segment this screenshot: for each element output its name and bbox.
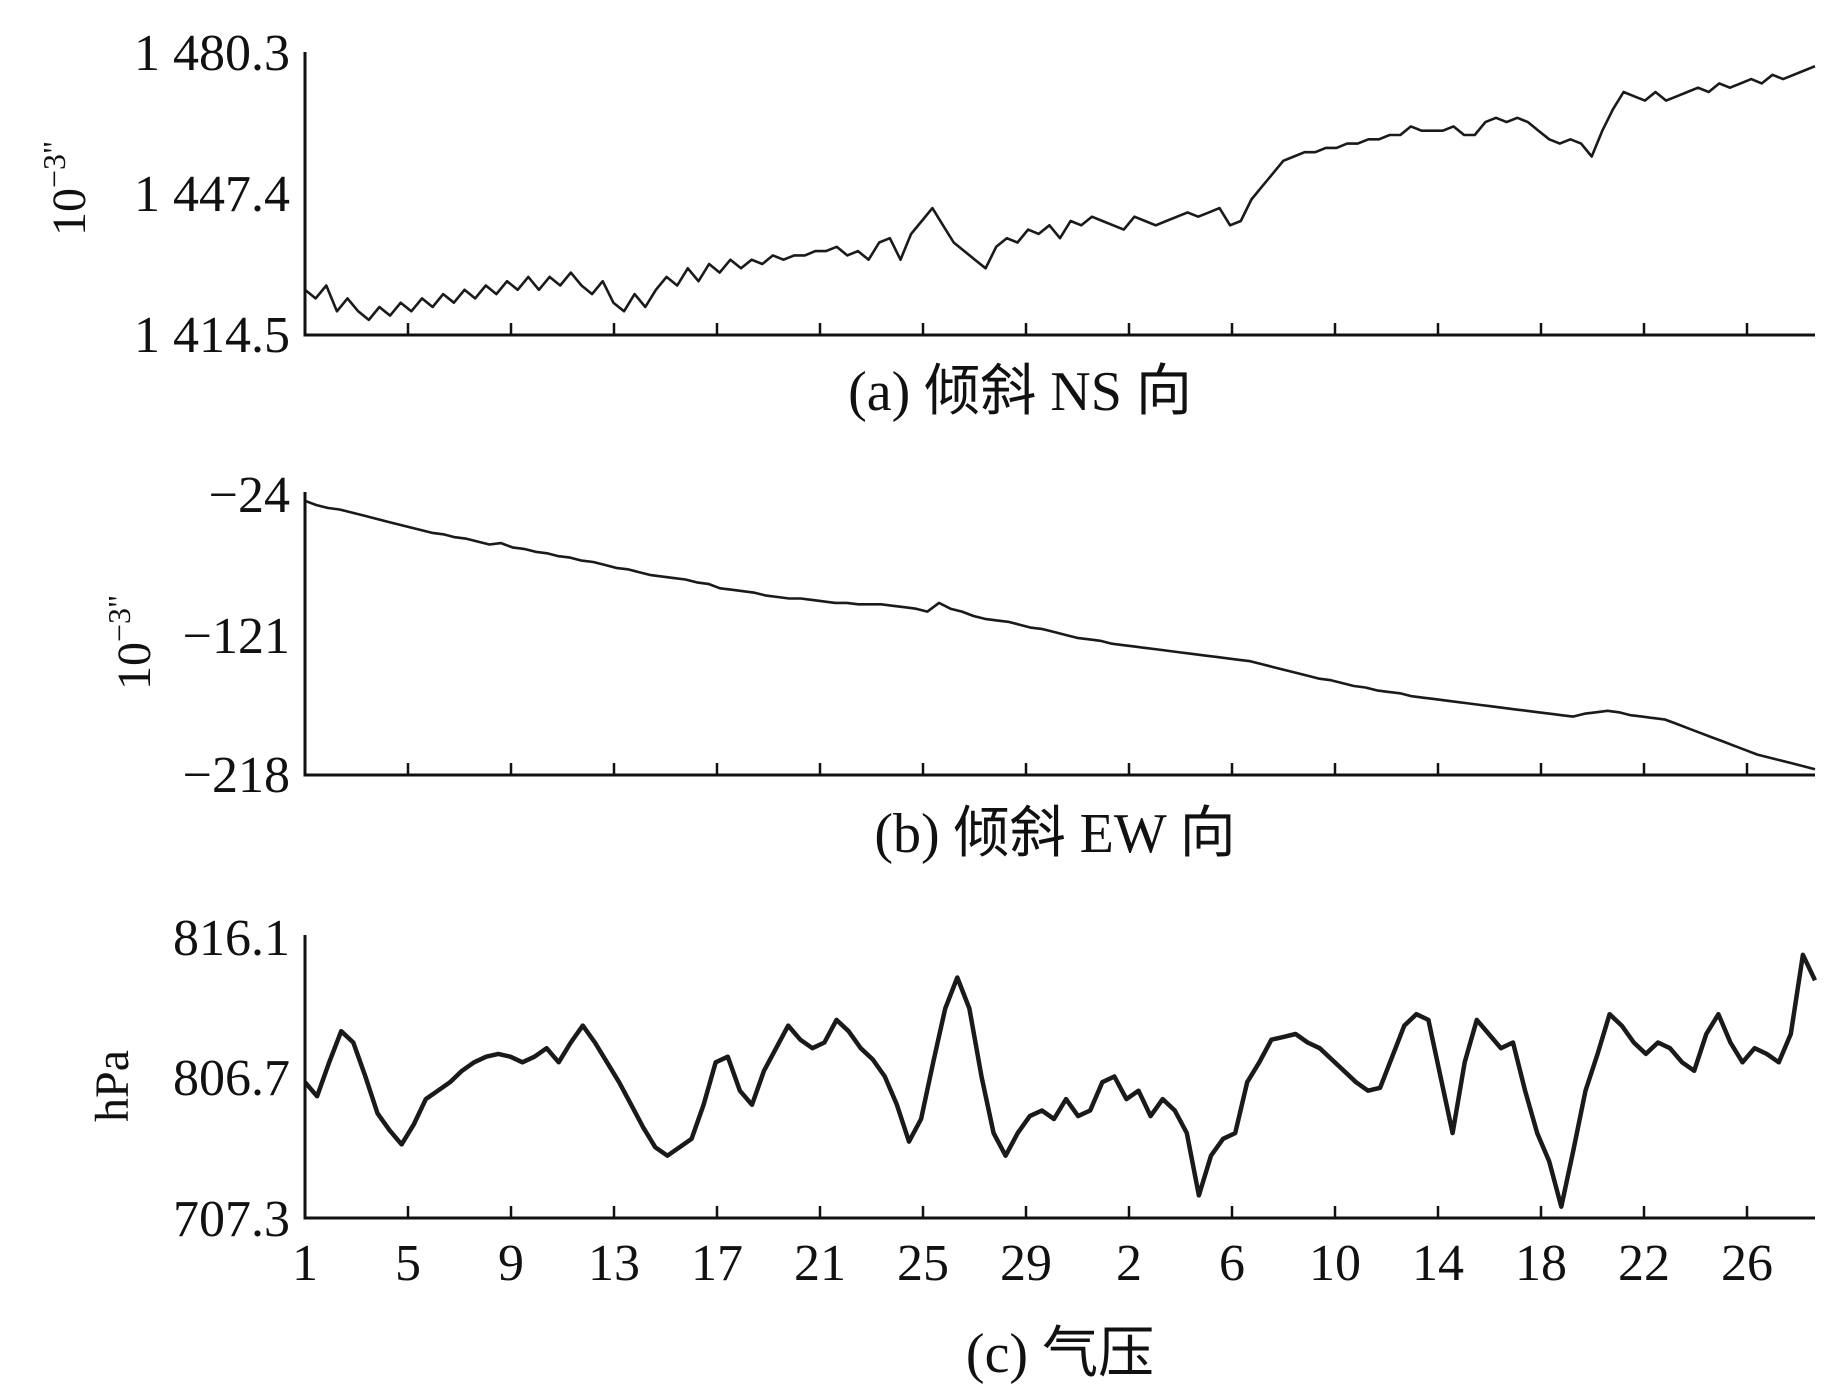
panel-b-y-unit: 10−3" [101, 595, 161, 690]
panel-b-axes [303, 492, 1815, 777]
x-tick-label: 6 [1219, 1235, 1245, 1292]
panel-c-ticks [303, 1206, 1749, 1218]
panel-a-y-unit: 10−3" [36, 141, 96, 236]
panel-a-y-tick-top: 1 480.3 [134, 25, 290, 82]
x-tick-label: 21 [794, 1235, 846, 1292]
x-tick-label: 13 [588, 1235, 640, 1292]
panel-b: 10−3" −24 −121 −218 (b) 倾斜 EW 向 [101, 467, 1816, 865]
panel-b-y-tick-top: −24 [209, 467, 290, 524]
panel-c-caption: (c) 气压 [966, 1323, 1154, 1385]
panel-a-series-line [304, 64, 1816, 322]
x-tick-label: 17 [691, 1235, 743, 1292]
x-tick-label: 2 [1116, 1235, 1142, 1292]
panel-a-ticks [303, 323, 1749, 335]
panel-b-ticks [303, 763, 1749, 775]
panel-c: hPa 816.1 806.7 707.3 1 5 9 13 17 21 25 29 2 6 10 1… [86, 910, 1818, 1385]
x-tick-label: 25 [897, 1235, 949, 1292]
panel-c-axes [303, 935, 1815, 1220]
panel-c-x-tick-labels: 1 5 9 13 17 21 25 29 2 6 10 14 18 22 26 [292, 1235, 1773, 1292]
panel-c-y-tick-mid: 806.7 [173, 1050, 290, 1107]
panel-a-y-tick-bottom: 1 414.5 [134, 307, 290, 364]
x-tick-label: 29 [1000, 1235, 1052, 1292]
panel-a-caption: (a) 倾斜 NS 向 [848, 361, 1192, 423]
x-tick-label: 22 [1618, 1235, 1670, 1292]
x-tick-label: 26 [1721, 1235, 1773, 1292]
panel-b-y-tick-mid: −121 [183, 608, 290, 665]
panel-b-series-line [304, 499, 1816, 771]
panel-c-y-unit: hPa [86, 1050, 139, 1122]
panel-a-axes [303, 52, 1815, 337]
panel-b-caption: (b) 倾斜 EW 向 [874, 803, 1235, 865]
x-tick-label: 9 [498, 1235, 524, 1292]
panel-c-y-tick-bottom: 707.3 [173, 1191, 290, 1248]
panel-a-y-tick-mid: 1 447.4 [134, 166, 290, 223]
x-tick-label: 10 [1309, 1235, 1361, 1292]
x-tick-label: 18 [1515, 1235, 1567, 1292]
panel-c-series-line [303, 952, 1818, 1209]
x-tick-label: 14 [1412, 1235, 1464, 1292]
panel-c-y-tick-top: 816.1 [173, 910, 290, 967]
panel-b-y-tick-bottom: −218 [183, 747, 290, 804]
panel-a: 10−3" 1 480.3 1 447.4 1 414.5 (a) 倾斜 NS … [36, 25, 1816, 423]
x-tick-label: 1 [292, 1235, 318, 1292]
x-tick-label: 5 [395, 1235, 421, 1292]
